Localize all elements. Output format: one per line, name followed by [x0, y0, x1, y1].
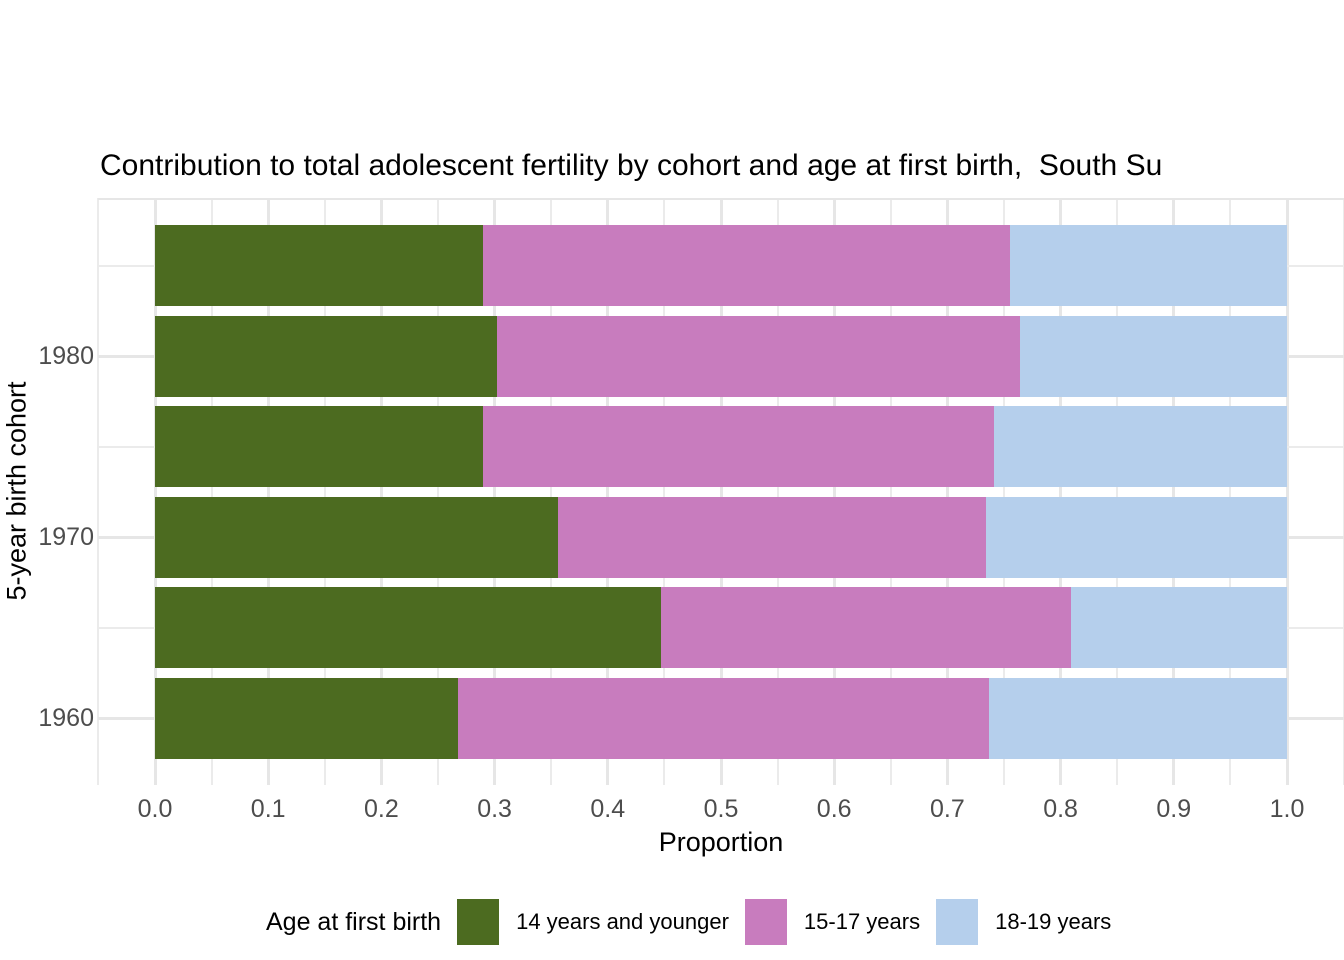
gridline-x-major	[1059, 198, 1063, 785]
bar-segment-green	[155, 315, 497, 397]
x-axis-tick-label: 0.5	[703, 795, 739, 823]
bar-row	[155, 587, 1287, 668]
gridline-x-major	[153, 198, 157, 785]
legend-item: 15-17 years	[744, 899, 921, 945]
legend-key-swatch	[936, 899, 979, 945]
gridline-x-major	[606, 198, 610, 785]
bar-segment-pink	[557, 496, 986, 578]
x-axis-tick-label: 0.6	[816, 795, 852, 823]
gridline-x-minor	[1116, 198, 1119, 785]
bar-segment-blue	[1070, 587, 1287, 668]
y-axis-tick-label: 1980	[38, 342, 94, 370]
legend-label: 14 years and younger	[516, 909, 729, 934]
x-axis-title: Proportion	[658, 827, 784, 857]
gridline-x-minor	[1342, 198, 1344, 785]
bar-segment-blue	[985, 496, 1287, 578]
gridline-x-minor	[97, 198, 100, 785]
legend-key-swatch	[744, 899, 787, 945]
gridline-x-major	[379, 198, 383, 785]
bar-segment-blue	[993, 406, 1287, 487]
legend-key-swatch	[457, 899, 500, 945]
bar-segment-green	[155, 225, 484, 306]
bar-segment-pink	[496, 315, 1020, 397]
bar-segment-blue	[1009, 225, 1287, 306]
gridline-x-major	[832, 198, 836, 785]
x-axis-tick-label: 0.2	[364, 795, 399, 823]
bar-segment-pink	[483, 406, 994, 487]
gridline-x-major	[266, 198, 270, 785]
y-axis-tick-label: 1960	[38, 704, 94, 732]
x-axis-tick-label: 0.1	[250, 795, 286, 823]
gridline-x-minor	[550, 198, 553, 785]
x-axis-tick-label: 0.0	[137, 795, 173, 823]
bar-row	[155, 315, 1287, 397]
x-axis-tick-label: 0.7	[930, 795, 965, 823]
legend-label: 15-17 years	[803, 909, 921, 934]
bar-segment-pink	[483, 225, 1010, 306]
legend-title: Age at first birth	[266, 907, 442, 936]
x-axis-tick-label: 0.3	[477, 795, 512, 823]
x-axis-tick-label: 0.4	[590, 795, 626, 823]
x-axis-tick-label: 0.9	[1156, 795, 1192, 823]
gridline-x-major	[719, 198, 723, 785]
bar-segment-green	[155, 587, 661, 668]
gridline-x-minor	[323, 198, 326, 785]
bar-row	[155, 496, 1287, 578]
gridline-x-minor	[437, 198, 439, 785]
bar-segment-green	[155, 496, 558, 578]
x-axis-tick-label: 1.0	[1269, 795, 1305, 823]
bar-row	[155, 677, 1287, 759]
gridline-x-minor	[210, 198, 213, 785]
plot-panel	[97, 198, 1344, 785]
gridline-x-minor	[776, 198, 779, 785]
bar-segment-pink	[458, 677, 990, 759]
gridline-x-minor	[1003, 198, 1005, 785]
gridline-x-major	[945, 198, 949, 785]
bar-segment-blue	[1019, 315, 1287, 397]
bar-segment-green	[155, 677, 459, 759]
y-axis-tick-label: 1970	[38, 523, 94, 551]
y-axis-title: 5-year birth cohort	[1, 381, 32, 601]
bar-segment-blue	[989, 677, 1287, 759]
legend-label: 18-19 years	[995, 909, 1112, 934]
gridline-y-top	[98, 198, 1344, 200]
gridline-x-minor	[663, 198, 666, 785]
gridline-x-minor	[889, 198, 892, 785]
legend-item: 14 years and younger	[457, 899, 729, 945]
bar-segment-pink	[661, 587, 1071, 668]
gridline-x-minor	[1229, 198, 1232, 785]
chart-title: Contribution to total adolescent fertili…	[100, 149, 1163, 182]
x-axis-tick-label: 0.8	[1043, 795, 1078, 823]
legend: Age at first birth 14 years and younger 1…	[266, 898, 1127, 946]
gridline-x-major	[1285, 198, 1289, 785]
bar-row	[155, 225, 1287, 306]
gridline-x-major	[1172, 198, 1176, 785]
gridline-x-major	[493, 198, 497, 785]
bar-segment-green	[155, 406, 484, 487]
legend-item: 18-19 years	[936, 899, 1111, 945]
bar-row	[155, 406, 1287, 487]
